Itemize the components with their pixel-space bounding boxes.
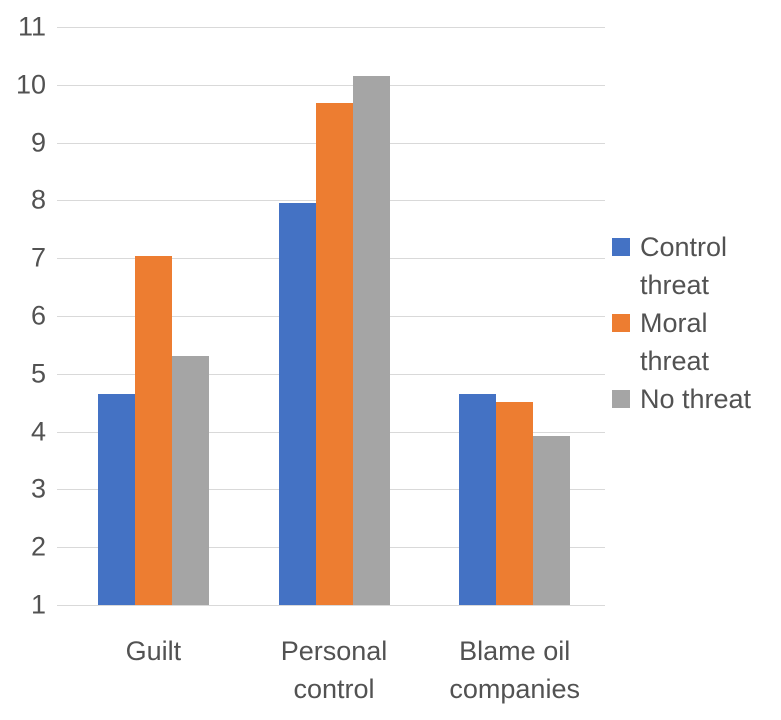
bar-group-blame-oil-companies [424, 27, 605, 605]
bar-group-personal-control [244, 27, 425, 605]
bar-control-threat-guilt [97, 394, 135, 605]
legend-label: No threat [640, 384, 752, 414]
gridline [57, 605, 605, 606]
gridline [57, 27, 605, 28]
bar-moral-threat-guilt [134, 256, 172, 605]
legend: Control threat Moral threat No threat [612, 228, 778, 418]
legend-color-swatch [612, 390, 630, 408]
y-axis-labels: 1 2 3 4 5 6 7 8 9 10 11 [0, 13, 52, 618]
bar-group-guilt [63, 27, 244, 605]
x-axis-category-label: Guilt [125, 636, 182, 666]
y-axis-tick-label: 10 [15, 69, 46, 100]
legend-label: Moral threat [640, 308, 710, 376]
y-axis-tick-label: 2 [30, 531, 46, 562]
plot-area [57, 27, 605, 606]
y-axis-tick-label: 9 [30, 127, 46, 158]
y-axis-tick-label: 11 [17, 11, 46, 42]
legend-item-no-threat: No threat [612, 380, 778, 418]
bar-control-threat-personal-control [278, 203, 316, 605]
legend-label: Control threat [640, 232, 728, 300]
bar-groups [63, 27, 605, 605]
bar-no-threat-guilt [171, 356, 209, 605]
gridline [57, 84, 605, 86]
legend-item-control-threat: Control threat [612, 228, 778, 304]
bar-no-threat-personal-control [352, 76, 390, 605]
y-axis-tick-label: 3 [30, 473, 46, 504]
y-axis-tick-label: 8 [30, 184, 46, 215]
x-axis-category-label: Blame oil companies [449, 636, 580, 704]
y-axis-tick-label: 5 [30, 358, 46, 389]
y-axis-tick-label: 1 [30, 589, 46, 620]
bar-no-threat-blame-oil-companies [533, 435, 571, 605]
y-axis-tick-label: 7 [30, 242, 46, 273]
x-axis-labels: Guilt Personal control Blame oil companies [63, 632, 605, 708]
bar-control-threat-blame-oil-companies [459, 394, 497, 605]
legend-color-swatch [612, 314, 630, 332]
y-axis-tick-label: 4 [30, 416, 46, 447]
y-axis-tick-label: 6 [30, 300, 46, 331]
legend-color-swatch [612, 238, 630, 256]
bar-moral-threat-personal-control [315, 103, 353, 605]
x-axis-category-label: Personal control [280, 636, 388, 704]
bar-moral-threat-blame-oil-companies [496, 401, 534, 605]
legend-item-moral-threat: Moral threat [612, 304, 778, 380]
